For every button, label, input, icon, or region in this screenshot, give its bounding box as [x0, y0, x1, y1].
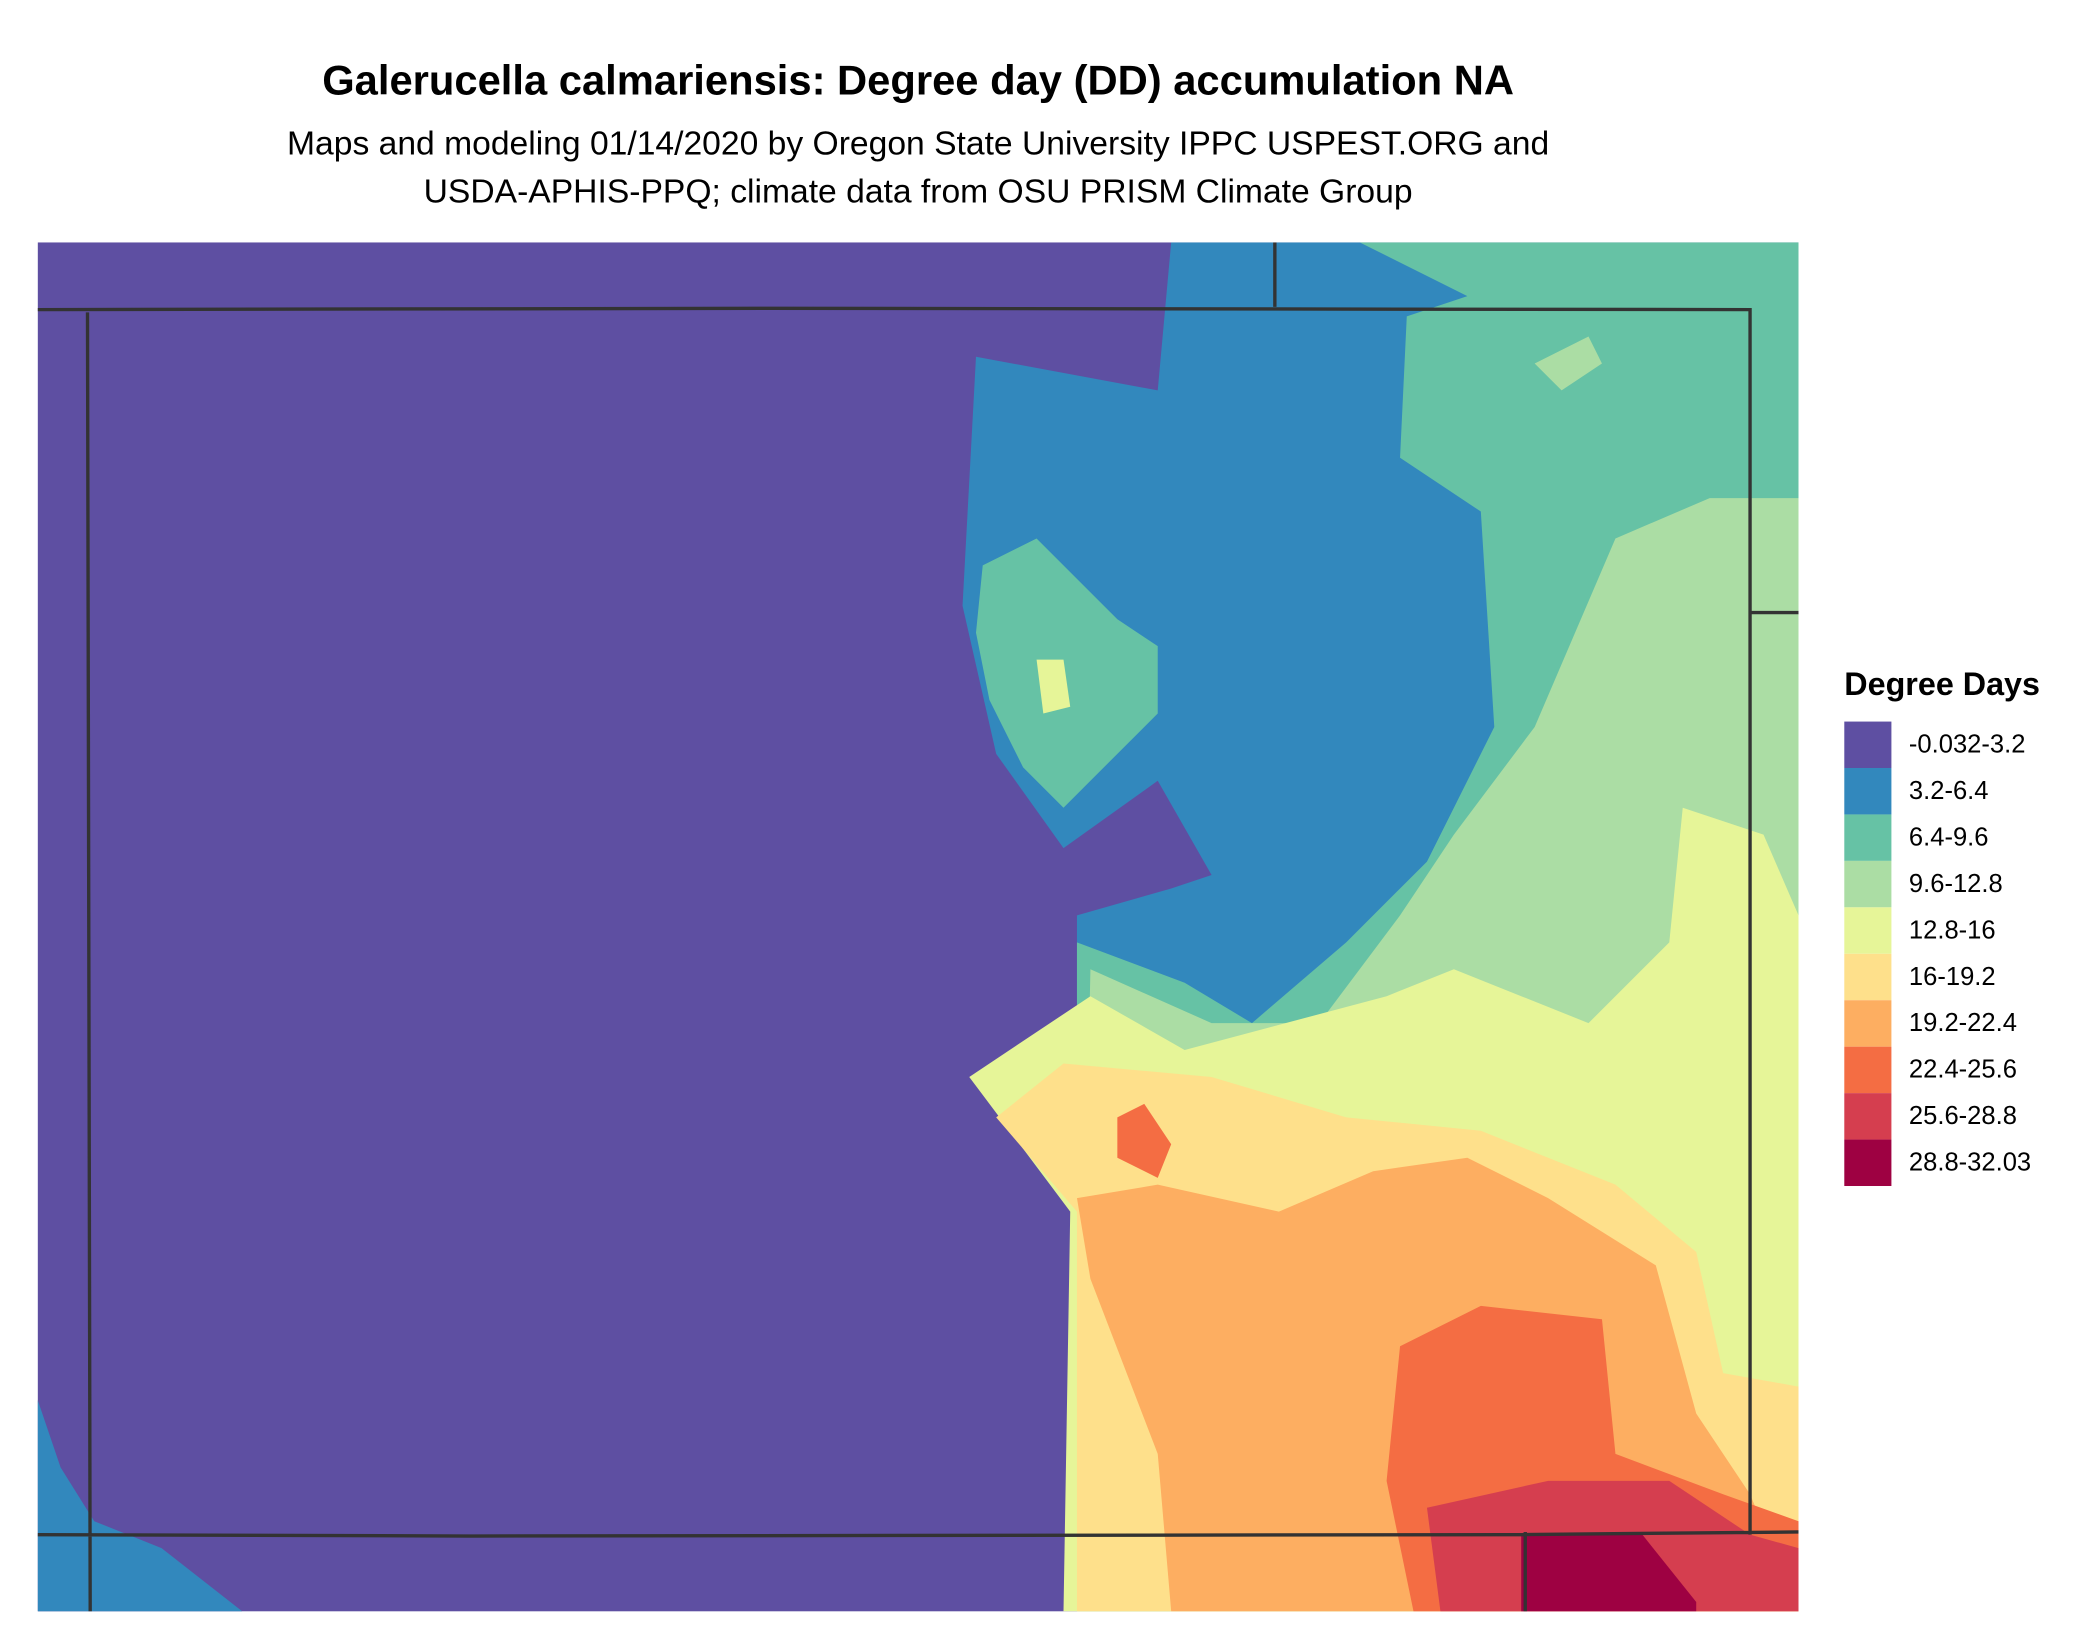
zone: [1036, 659, 1071, 714]
legend-label: 19.2-22.4: [1909, 1009, 2017, 1037]
legend-label: 25.6-28.8: [1909, 1102, 2017, 1130]
legend-label: 9.6-12.8: [1909, 870, 2003, 898]
legend-label: 28.8-32.03: [1909, 1149, 2031, 1177]
legend-label: -0.032-3.2: [1909, 731, 2026, 759]
zone: [1521, 1534, 1697, 1612]
subtitle: Maps and modeling 01/14/2020 by Oregon S…: [287, 125, 1549, 162]
legend-label: 22.4-25.6: [1909, 1056, 2017, 1084]
legend-label: 3.2-6.4: [1909, 777, 1989, 805]
legend-label: 12.8-16: [1909, 916, 1996, 944]
legend-swatch: [1844, 814, 1892, 861]
legend-title: Degree Days: [1844, 666, 2040, 702]
legend-label: 16-19.2: [1909, 963, 1996, 991]
legend-swatch: [1844, 907, 1892, 954]
zone: [1534, 336, 1602, 391]
legend-swatch: [1844, 721, 1892, 769]
legend-swatch: [1844, 953, 1892, 1001]
legend-label: 6.4-9.6: [1909, 823, 1989, 851]
state-borders: [37, 242, 1799, 1612]
legend-swatch: [1844, 860, 1892, 908]
title: Galerucella calmariensis: Degree day (DD…: [322, 56, 1514, 103]
subtitle: USDA-APHIS-PPQ; climate data from OSU PR…: [424, 174, 1413, 211]
legend-swatch: [1844, 768, 1892, 815]
zone: [975, 538, 1158, 808]
legend-swatch: [1844, 1046, 1892, 1094]
legend: -0.032-3.2 3.2-6.4 6.4-9.6 9.6-12.8 12.8-16 1…: [1844, 721, 2031, 1187]
legend-swatch: [1844, 1000, 1892, 1047]
legend-swatch: [1844, 1093, 1892, 1140]
zone: [1117, 1103, 1172, 1178]
map: [37, 242, 1799, 1612]
borders: [37, 242, 1799, 1612]
legend-swatch: [1844, 1139, 1892, 1187]
scaled-root: Galerucella calmariensis: Degree day (DD…: [37, 56, 2040, 1612]
